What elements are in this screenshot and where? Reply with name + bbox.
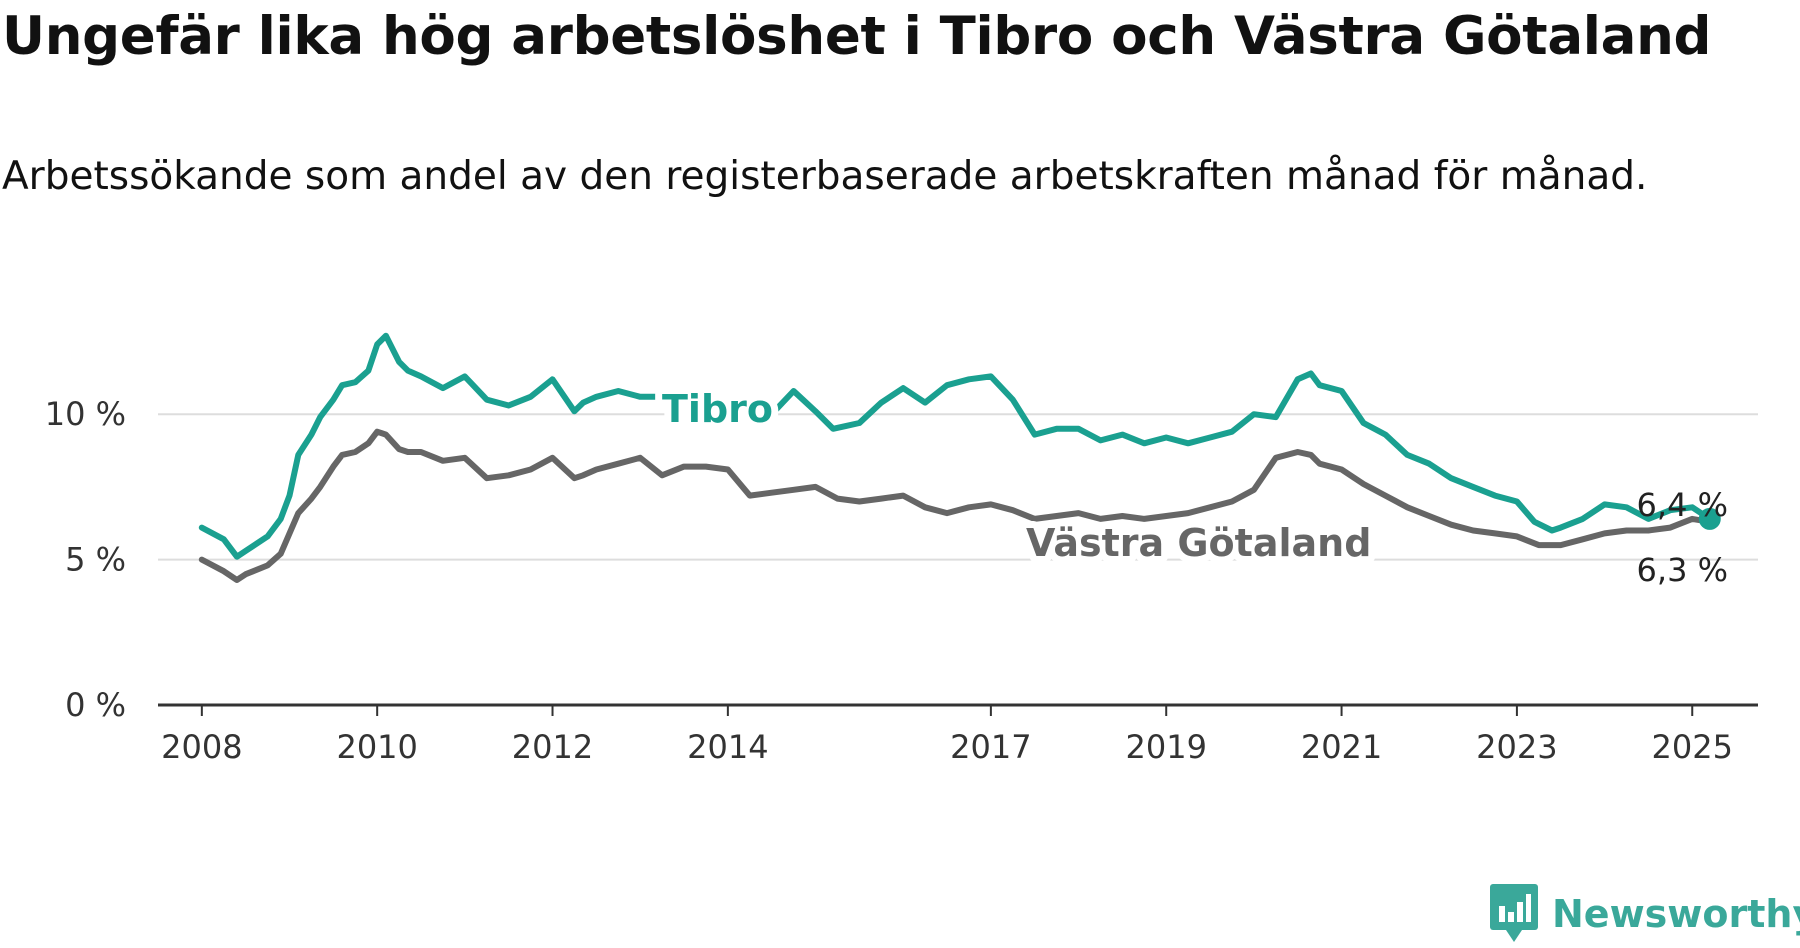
series-end-marker bbox=[1698, 507, 1721, 530]
x-tick-label: 2012 bbox=[512, 728, 593, 766]
y-tick-label: 10 % bbox=[45, 395, 126, 433]
series-line-vastra-gotaland bbox=[198, 428, 1713, 583]
series-label-tibro-halo: Tibro bbox=[662, 387, 773, 431]
x-tick-label: 2021 bbox=[1301, 728, 1382, 766]
end-value-label-tibro: 6,4 % bbox=[1637, 486, 1728, 524]
x-tick-label: 2010 bbox=[336, 728, 417, 766]
x-tick-label: 2019 bbox=[1126, 728, 1207, 766]
x-tick-label: 2023 bbox=[1476, 728, 1557, 766]
brand[interactable]: Newsworthy bbox=[1490, 884, 1800, 944]
series-line-tibro bbox=[198, 332, 1713, 560]
series-group bbox=[198, 332, 1721, 583]
grid-lines bbox=[158, 413, 1758, 561]
y-tick-label: 5 % bbox=[65, 541, 126, 579]
x-tick-label: 2014 bbox=[687, 728, 768, 766]
x-tick-label: 2025 bbox=[1652, 728, 1733, 766]
newsworthy-logo-icon bbox=[1490, 884, 1538, 942]
x-tick-label: 2017 bbox=[950, 728, 1031, 766]
series-label-vastra-gotaland-halo: Västra Götaland bbox=[1026, 521, 1371, 565]
series-label-tibro: Tibro bbox=[662, 387, 773, 431]
y-tick-label: 0 % bbox=[65, 686, 126, 724]
page-title: Ungefär lika hög arbetslöshet i Tibro oc… bbox=[2, 6, 1712, 67]
axes: 0 % 5 % 10 % 2008 2010 2012 2014 2017 2019 2021 20… bbox=[45, 395, 1758, 766]
end-value-label-vastra-gotaland: 6,3 % bbox=[1637, 551, 1728, 589]
page-subtitle: Arbetssökande som andel av den registerb… bbox=[2, 154, 1648, 199]
brand-name: Newsworthy bbox=[1552, 892, 1800, 936]
x-tick-label: 2008 bbox=[161, 728, 242, 766]
series-label-vastra-gotaland: Västra Götaland bbox=[1026, 521, 1371, 565]
